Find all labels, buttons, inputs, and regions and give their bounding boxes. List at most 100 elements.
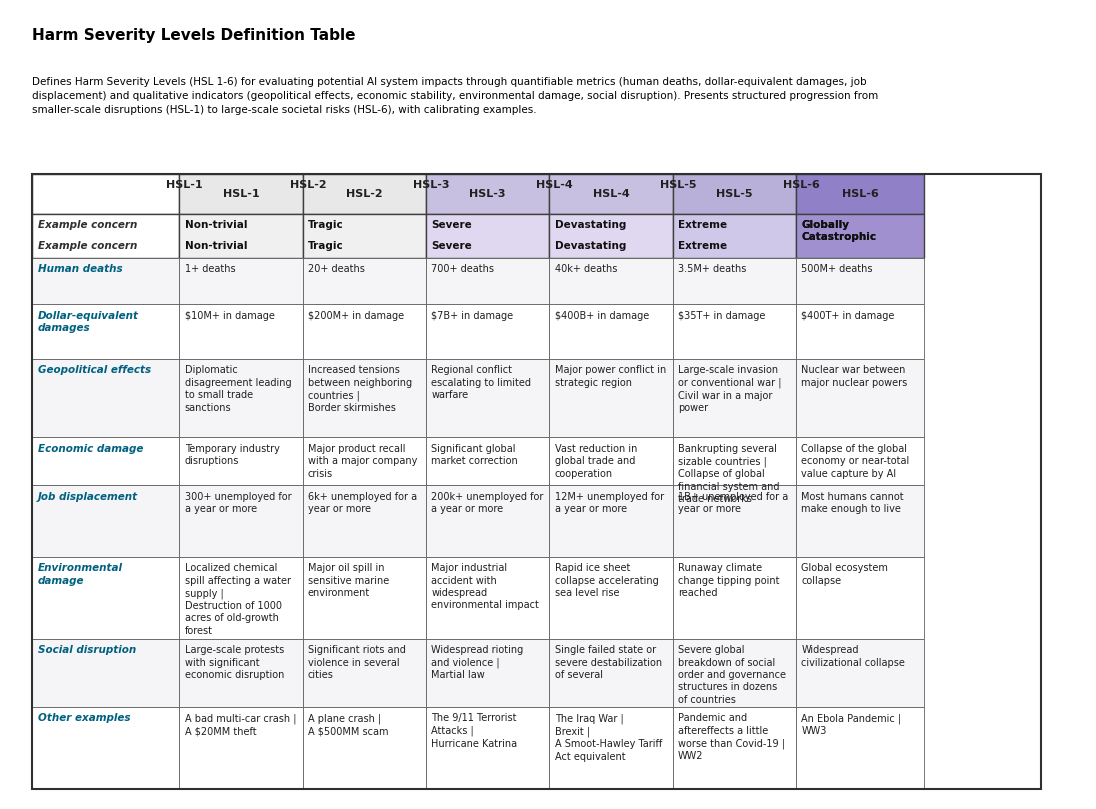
Text: 1B+ unemployed for a
year or more: 1B+ unemployed for a year or more (678, 492, 788, 514)
Text: Major product recall
with a major company
crisis: Major product recall with a major compan… (308, 444, 418, 479)
Text: Bankrupting several
sizable countries |
Collapse of global
financial system and
: Bankrupting several sizable countries | … (678, 444, 779, 504)
Bar (673, 485, 796, 557)
Bar (796, 485, 924, 557)
Bar (673, 638, 796, 707)
Text: $400B+ in damage: $400B+ in damage (555, 311, 649, 320)
Bar (796, 258, 924, 304)
Text: Globally
Catastrophic: Globally Catastrophic (801, 220, 877, 243)
Text: Single failed state or
severe destabilization
of several: Single failed state or severe destabiliz… (555, 645, 662, 680)
Text: HSL-3: HSL-3 (469, 188, 506, 199)
Text: Devastating: Devastating (555, 220, 626, 230)
Bar (796, 438, 924, 485)
Bar (426, 304, 549, 359)
Text: Economic damage: Economic damage (37, 444, 142, 454)
Text: Collapse of the global
economy or near-total
value capture by AI: Collapse of the global economy or near-t… (801, 444, 910, 479)
Text: Large-scale invasion
or conventional war |
Civil war in a major
power: Large-scale invasion or conventional war… (678, 366, 781, 413)
Bar (180, 485, 302, 557)
Bar (32, 438, 180, 485)
Text: Non-trivial: Non-trivial (184, 241, 247, 252)
Bar (549, 557, 673, 638)
Text: 1+ deaths: 1+ deaths (184, 265, 236, 274)
Bar (180, 438, 302, 485)
Text: Major industrial
accident with
widespread
environmental impact: Major industrial accident with widesprea… (432, 563, 539, 611)
Bar (796, 557, 924, 638)
Bar (549, 485, 673, 557)
Bar (302, 438, 426, 485)
Bar (32, 359, 180, 438)
Text: Widespread rioting
and violence |
Martial law: Widespread rioting and violence | Martia… (432, 645, 524, 680)
Text: 700+ deaths: 700+ deaths (432, 265, 494, 274)
Text: Nuclear war between
major nuclear powers: Nuclear war between major nuclear powers (801, 366, 907, 388)
Bar (302, 258, 426, 304)
Text: Non-trivial: Non-trivial (184, 220, 247, 230)
Bar (673, 359, 796, 438)
Bar (549, 304, 673, 359)
Text: $400T+ in damage: $400T+ in damage (801, 311, 894, 320)
Bar (549, 359, 673, 438)
Text: 300+ unemployed for
a year or more: 300+ unemployed for a year or more (184, 492, 292, 514)
Text: Dollar-equivalent
damages: Dollar-equivalent damages (37, 311, 138, 333)
Bar (549, 214, 673, 258)
Bar (673, 258, 796, 304)
Text: Global ecosystem
collapse: Global ecosystem collapse (801, 563, 888, 586)
Bar (796, 214, 924, 258)
Bar (796, 174, 924, 214)
Text: An Ebola Pandemic |
WW3: An Ebola Pandemic | WW3 (801, 714, 901, 736)
Bar (673, 557, 796, 638)
Text: Extreme: Extreme (678, 241, 727, 252)
Bar (796, 304, 924, 359)
Bar (426, 258, 549, 304)
Text: Globally
Catastrophic: Globally Catastrophic (801, 220, 877, 243)
Text: Social disruption: Social disruption (37, 645, 136, 655)
Text: HSL-5: HSL-5 (660, 180, 696, 190)
Bar (796, 638, 924, 707)
Bar (180, 304, 302, 359)
Text: Major oil spill in
sensitive marine
environment: Major oil spill in sensitive marine envi… (308, 563, 389, 598)
Bar (32, 174, 1041, 789)
Bar (180, 174, 302, 214)
Bar (673, 214, 796, 258)
Bar (180, 557, 302, 638)
Text: HSL-2: HSL-2 (346, 188, 383, 199)
Text: Large-scale protests
with significant
economic disruption: Large-scale protests with significant ec… (184, 645, 284, 680)
Text: Significant riots and
violence in several
cities: Significant riots and violence in severa… (308, 645, 406, 680)
Text: Most humans cannot
make enough to live: Most humans cannot make enough to live (801, 492, 904, 514)
Text: Environmental
damage: Environmental damage (37, 563, 123, 586)
Text: Tragic: Tragic (308, 241, 344, 252)
Text: Major power conflict in
strategic region: Major power conflict in strategic region (555, 366, 666, 388)
Bar (426, 214, 549, 258)
Bar (180, 258, 302, 304)
Text: Severe: Severe (432, 220, 472, 230)
Bar (426, 707, 549, 789)
Bar (549, 638, 673, 707)
Bar (32, 707, 180, 789)
Bar (302, 214, 426, 258)
Text: Human deaths: Human deaths (37, 265, 122, 274)
Text: Defines Harm Severity Levels (HSL 1-6) for evaluating potential AI system impact: Defines Harm Severity Levels (HSL 1-6) f… (32, 77, 879, 115)
Bar (426, 485, 549, 557)
Bar (302, 707, 426, 789)
Text: $7B+ in damage: $7B+ in damage (432, 311, 513, 320)
Text: 20+ deaths: 20+ deaths (308, 265, 365, 274)
Bar (32, 214, 180, 258)
Text: A plane crash |
A $500MM scam: A plane crash | A $500MM scam (308, 714, 388, 736)
Text: 500M+ deaths: 500M+ deaths (801, 265, 872, 274)
Text: Diplomatic
disagreement leading
to small trade
sanctions: Diplomatic disagreement leading to small… (184, 366, 292, 413)
Text: A bad multi-car crash |
A $20MM theft: A bad multi-car crash | A $20MM theft (184, 714, 296, 736)
Text: HSL-6: HSL-6 (842, 188, 878, 199)
Bar (673, 174, 796, 214)
Text: Pandemic and
aftereffects a little
worse than Covid-19 |
WW2: Pandemic and aftereffects a little worse… (678, 714, 785, 761)
Text: Extreme: Extreme (678, 220, 727, 230)
Bar (32, 638, 180, 707)
Bar (549, 707, 673, 789)
Text: The Iraq War |
Brexit |
A Smoot-Hawley Tariff
Act equivalent: The Iraq War | Brexit | A Smoot-Hawley T… (555, 714, 662, 761)
Text: Example concern: Example concern (37, 220, 137, 230)
Bar (426, 359, 549, 438)
Text: Harm Severity Levels Definition Table: Harm Severity Levels Definition Table (32, 28, 356, 44)
Text: Increased tensions
between neighboring
countries |
Border skirmishes: Increased tensions between neighboring c… (308, 366, 412, 413)
Text: Job displacement: Job displacement (37, 492, 138, 502)
Bar (796, 359, 924, 438)
Text: The 9/11 Terrorist
Attacks |
Hurricane Katrina: The 9/11 Terrorist Attacks | Hurricane K… (432, 714, 517, 748)
Bar (549, 438, 673, 485)
Text: Severe global
breakdown of social
order and governance
structures in dozens
of c: Severe global breakdown of social order … (678, 645, 786, 705)
